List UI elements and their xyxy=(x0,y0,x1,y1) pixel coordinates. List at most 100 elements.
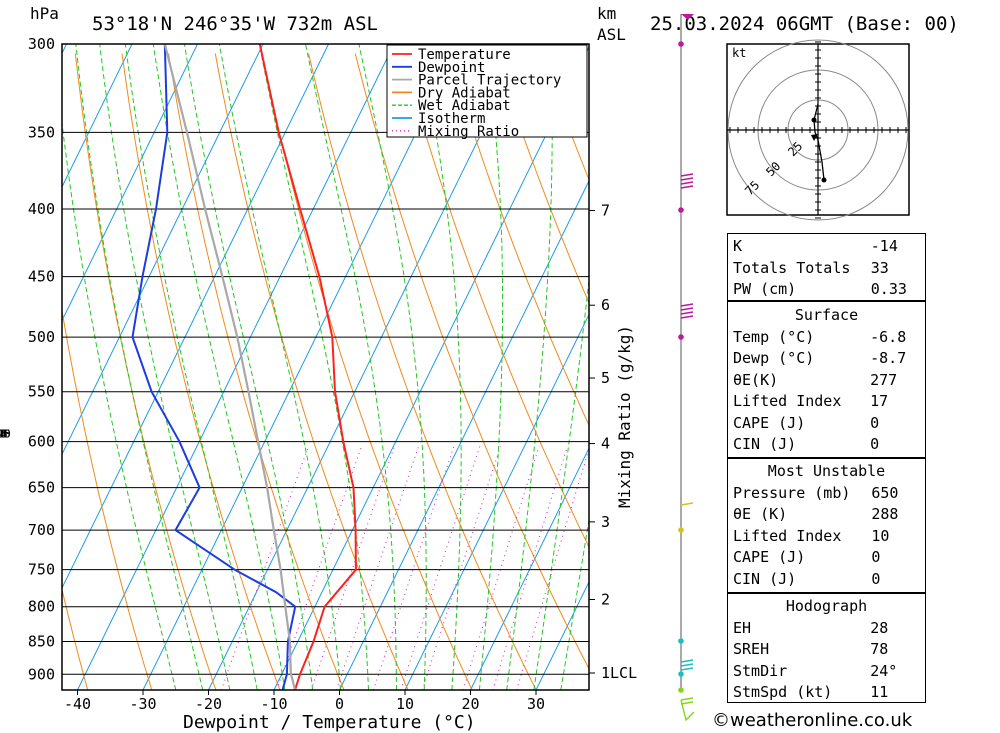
temperature-tick-label: 0 xyxy=(335,695,344,713)
wet-adiabat-line xyxy=(99,44,231,690)
wet-adiabat-line xyxy=(62,119,177,690)
mixing-ratio-label: 1 xyxy=(1,428,8,441)
plot-frame xyxy=(61,43,590,691)
dry-adiabat-line xyxy=(401,53,589,549)
legend-label: Mixing Ratio xyxy=(418,124,519,140)
wind-barb xyxy=(680,701,694,705)
most-unstable-title: Most Unstable xyxy=(767,462,886,480)
dry-adiabat-line xyxy=(0,54,24,691)
wind-barb xyxy=(680,663,694,667)
dry-adiabat-line xyxy=(214,53,409,690)
skewt-background-lines xyxy=(0,44,589,691)
wet-adiabat-line xyxy=(533,276,589,690)
table-row: Lifted Index 17 xyxy=(733,392,889,410)
wet-adiabat-line xyxy=(183,44,314,690)
isotherm-line xyxy=(208,44,526,690)
height-axis: 7 6 5 4 3 2 1LCL xyxy=(589,201,637,682)
x-axis-label: Dewpoint / Temperature (°C) xyxy=(183,712,476,733)
isotherm-line xyxy=(62,44,198,322)
wind-barb xyxy=(680,185,694,189)
temperature-tick-label: -10 xyxy=(260,695,287,713)
hodograph-unit: kt xyxy=(732,46,746,60)
table-row: K -14 xyxy=(733,237,898,255)
isotherm-line xyxy=(62,44,264,456)
temperature-line xyxy=(258,44,357,690)
wind-barb xyxy=(680,303,694,307)
height-tick-label: 7 xyxy=(601,201,610,219)
wet-adiabat-line xyxy=(152,44,286,690)
height-unit-km: km xyxy=(597,4,616,23)
temperature-axis: -40 -30 -20 -10 0 10 20 30 xyxy=(64,690,545,713)
surface-table: Surface Temp (°C) -6.8 Dewp (°C) -8.7 θE(K… xyxy=(728,305,925,456)
wind-barb xyxy=(680,177,694,181)
wet-adiabat-line xyxy=(478,44,504,690)
dry-adiabat-line xyxy=(74,53,217,690)
temperature-tick-label: -40 xyxy=(64,695,91,713)
mixing-ratio-line xyxy=(336,446,419,690)
wet-adiabat-line xyxy=(506,44,553,690)
wind-level-dot xyxy=(678,527,684,533)
temperature-tick-label: -20 xyxy=(195,695,222,713)
wind-barb-lowest xyxy=(680,699,695,722)
height-tick-label: 3 xyxy=(601,513,610,531)
wind-level-dot xyxy=(678,207,684,213)
wind-barb xyxy=(680,307,694,311)
mixing-ratio-line xyxy=(516,447,589,690)
height-unit-asl: ASL xyxy=(597,25,626,44)
pressure-tick-label: 350 xyxy=(28,123,55,141)
height-tick-label: 6 xyxy=(601,296,610,314)
copyright-footer[interactable]: ©weatheronline.co.uk xyxy=(712,710,913,731)
isotherm-line xyxy=(0,44,1,690)
wet-adiabat-line xyxy=(358,44,427,690)
mixing-ratio-axis-label: Mixing Ratio (g/kg) xyxy=(615,325,634,508)
dry-adiabat-line xyxy=(494,53,589,305)
dry-adiabat-line xyxy=(354,53,589,670)
isotherm-line xyxy=(339,179,589,690)
wind-level-dot xyxy=(678,687,684,693)
legend-label: Parcel Trajectory xyxy=(418,73,561,89)
temperature-tick-label: 10 xyxy=(396,695,414,713)
mixing-ratio-label: 6 xyxy=(1,428,8,441)
table-row: θE (K) 288 xyxy=(733,505,899,523)
dry-adiabat-line xyxy=(308,53,537,690)
height-tick-label: 1LCL xyxy=(601,664,637,682)
profile-lines xyxy=(131,44,357,690)
wet-adiabat-line xyxy=(560,517,589,690)
mixing-ratio-line xyxy=(310,446,395,690)
temperature-tick-label: 20 xyxy=(461,695,479,713)
wind-barb xyxy=(680,667,694,671)
mixing-ratio-line xyxy=(421,446,501,690)
hodograph-indices-table: Hodograph EH 28 SREH 78 StmDir 24° StmSpd (… xyxy=(728,596,925,704)
table-row: StmSpd (kt) 11 xyxy=(733,683,889,701)
pressure-tick-label: 300 xyxy=(28,35,55,53)
isotherm-line xyxy=(470,447,589,690)
wet-adiabat-line xyxy=(305,44,397,690)
storm-motion-marker xyxy=(811,134,818,141)
surface-title: Surface xyxy=(794,306,859,324)
temperature-tick-label: -30 xyxy=(129,695,156,713)
isotherm-line xyxy=(62,44,133,189)
wet-adiabat-line xyxy=(124,44,258,690)
legend-label: Wet Adiabat xyxy=(418,98,511,114)
wind-barb xyxy=(680,659,694,663)
table-row: Totals Totals 33 xyxy=(733,258,889,277)
table-row: PW (cm) 0.33 xyxy=(733,280,907,298)
pressure-tick-label: 650 xyxy=(28,479,55,497)
table-row: CAPE (J) 0 xyxy=(733,548,881,566)
legend-label: Temperature xyxy=(418,47,511,63)
dry-adiabat-line xyxy=(62,587,89,690)
legend-label: Dewpoint xyxy=(418,60,485,76)
pressure-tick-label: 550 xyxy=(28,383,55,401)
table-row: CIN (J) 0 xyxy=(733,435,880,453)
isotherm-line xyxy=(62,44,329,590)
mixing-ratio-line xyxy=(492,446,568,690)
mixing-ratio-label: 8 xyxy=(1,428,8,441)
mixing-ratio-line xyxy=(276,446,363,690)
wet-adiabat-line xyxy=(75,44,204,690)
wet-adiabat-line xyxy=(258,44,369,690)
dry-adiabat-line xyxy=(448,53,589,427)
hodograph-point xyxy=(811,117,817,123)
mixing-ratio-line xyxy=(400,446,481,690)
